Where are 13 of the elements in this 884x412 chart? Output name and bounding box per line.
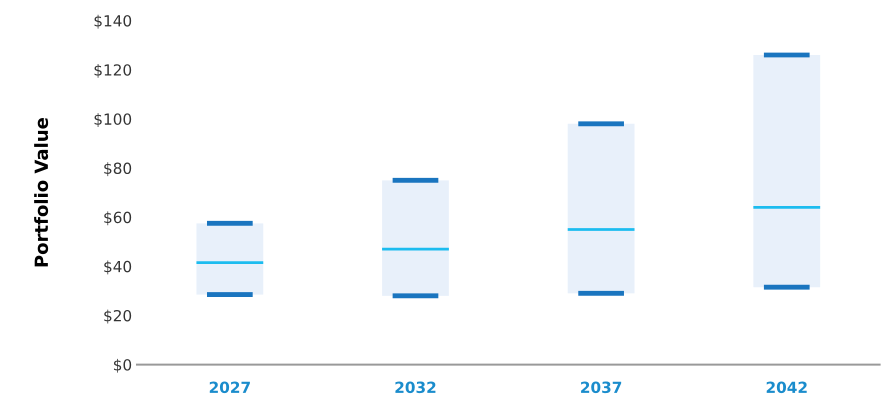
y-tick-label: $40 (104, 260, 132, 274)
y-tick-label: $0 (114, 358, 132, 373)
x-tick-label: 2037 (581, 382, 622, 394)
y-tick-label: $20 (104, 310, 132, 324)
x-tick-label: 2032 (395, 382, 436, 394)
y-tick-label: $60 (104, 211, 132, 226)
x-tick-label: 2042 (766, 382, 807, 394)
y-tick-label: $80 (104, 162, 132, 176)
x-tick-label: 2027 (210, 382, 250, 394)
y-axis-title: Portfolio Value (34, 118, 48, 266)
y-tick-label: $100 (94, 113, 132, 127)
y-tick-label: $120 (94, 64, 132, 78)
y-tick-label: $140 (94, 14, 132, 29)
